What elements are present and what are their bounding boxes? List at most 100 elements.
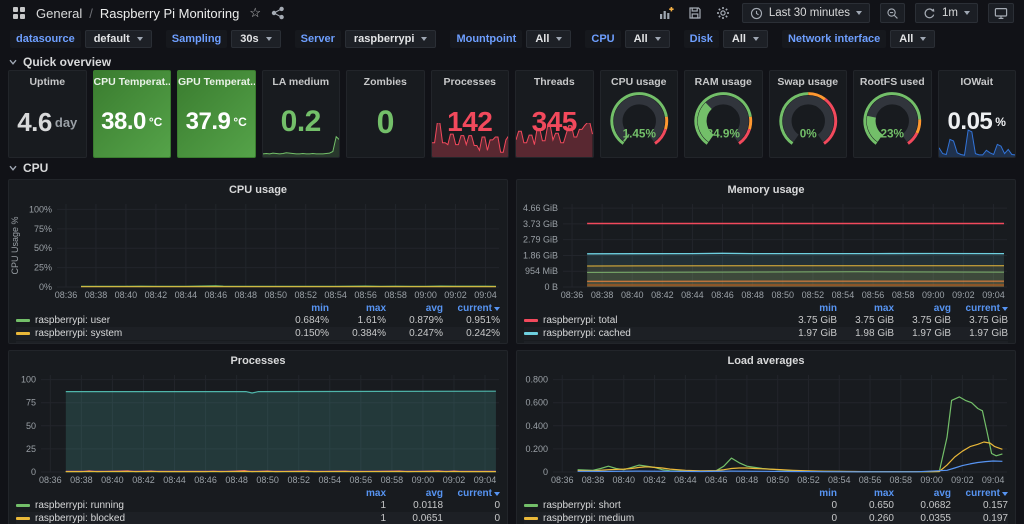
stat-panel-iowait[interactable]: IOWait0.05%	[938, 70, 1017, 158]
svg-text:08:52: 08:52	[287, 475, 310, 485]
stat-body: 34.9%	[685, 87, 762, 157]
legend-col-current[interactable]: current	[951, 303, 1008, 314]
breadcrumb-title[interactable]: Raspberry Pi Monitoring	[100, 6, 239, 21]
panel-title[interactable]: CPU usage	[9, 180, 507, 198]
top-nav: General / Raspberry Pi Monitoring ☆ Last…	[0, 0, 1024, 26]
row-header-cpu[interactable]: CPU	[0, 158, 1024, 176]
legend-series-label[interactable]: raspberrypi: cached	[524, 328, 780, 339]
legend-col-current[interactable]: current	[443, 488, 500, 499]
dashboard-settings-gear-icon[interactable]	[714, 4, 732, 22]
stat-panel-swap-usage[interactable]: Swap usage0%	[769, 70, 848, 158]
legend-value: 1	[329, 500, 386, 511]
variable-value-server[interactable]: raspberrypi	[345, 30, 437, 48]
legend-col-avg[interactable]: avg	[894, 303, 951, 314]
cycle-view-mode-button[interactable]	[988, 3, 1014, 23]
variable-cpu: CPU All	[585, 30, 669, 48]
legend-value: 0.247%	[386, 328, 443, 339]
legend-col-min[interactable]: min	[272, 303, 329, 314]
stat-panel-uptime[interactable]: Uptime4.6day	[8, 70, 87, 158]
cpu-usage-legend: minmaxavgcurrentraspberrypi: user0.684%1…	[9, 302, 507, 344]
legend-col-current[interactable]: current	[951, 488, 1008, 499]
load-averages-legend: minmaxavgcurrentraspberrypi: short00.650…	[517, 487, 1015, 524]
stat-panel-cpu-temperat[interactable]: CPU Temperat...38.0°C	[93, 70, 172, 158]
share-icon[interactable]	[269, 4, 287, 22]
svg-text:08:48: 08:48	[235, 290, 258, 300]
star-favorite-icon[interactable]: ☆	[249, 5, 261, 21]
legend-col-avg[interactable]: avg	[386, 488, 443, 499]
stat-title: Zombies	[347, 71, 424, 88]
row-header-quick-overview[interactable]: Quick overview	[0, 52, 1024, 70]
variable-value-disk[interactable]: All	[723, 30, 768, 48]
svg-text:08:42: 08:42	[132, 475, 155, 485]
legend-series-label[interactable]: raspberrypi: short	[524, 500, 780, 511]
svg-text:09:02: 09:02	[951, 475, 974, 485]
legend-series-label[interactable]: raspberrypi: medium	[524, 513, 780, 524]
legend-value: 0.242%	[443, 328, 500, 339]
legend-col-current[interactable]: current	[443, 303, 500, 314]
charts-row-bottom: Processes 08:3608:3808:4008:4208:4408:46…	[0, 350, 1024, 524]
panel-title[interactable]: Load averages	[517, 351, 1015, 369]
load-averages-plot[interactable]: 08:3608:3808:4008:4208:4408:4608:4808:50…	[517, 369, 1015, 487]
svg-text:0: 0	[543, 467, 548, 477]
legend-col-max[interactable]: max	[329, 303, 386, 314]
variable-value-network-interface[interactable]: All	[890, 30, 935, 48]
svg-text:2.79 GiB: 2.79 GiB	[523, 235, 558, 245]
time-range-picker[interactable]: Last 30 minutes	[742, 3, 870, 23]
variable-server: Serverraspberrypi	[295, 30, 437, 48]
stat-panel-la-medium[interactable]: LA medium0.2	[262, 70, 341, 158]
svg-text:09:02: 09:02	[952, 290, 975, 300]
legend-row-raspberrypi-running: raspberrypi: running10.01180	[16, 499, 500, 512]
svg-text:08:56: 08:56	[859, 475, 882, 485]
variable-label-cpu: CPU	[585, 30, 620, 48]
svg-text:08:38: 08:38	[70, 475, 93, 485]
add-panel-icon[interactable]	[658, 4, 676, 22]
sort-caret-icon	[494, 307, 500, 311]
panel-title[interactable]: Memory usage	[517, 180, 1015, 198]
variable-value-sampling[interactable]: 30s	[231, 30, 280, 48]
stat-panel-ram-usage[interactable]: RAM usage34.9%	[684, 70, 763, 158]
svg-text:0.600: 0.600	[525, 398, 548, 408]
legend-value: 0.0651	[386, 513, 443, 524]
legend-series-label[interactable]: raspberrypi: total	[524, 315, 780, 326]
stat-panel-rootfs-used[interactable]: RootFS used23%	[853, 70, 932, 158]
legend-series-label[interactable]: raspberrypi: system	[16, 328, 272, 339]
cpu-usage-plot[interactable]: 08:3608:3808:4008:4208:4408:4608:4808:50…	[9, 198, 507, 302]
svg-text:08:58: 08:58	[384, 290, 407, 300]
svg-text:08:54: 08:54	[319, 475, 342, 485]
variable-label-network-interface: Network interface	[782, 30, 886, 48]
svg-text:4.66 GiB: 4.66 GiB	[523, 203, 558, 213]
breadcrumb-section[interactable]: General	[36, 6, 82, 21]
chevron-down-icon	[266, 37, 272, 41]
save-dashboard-icon[interactable]	[686, 4, 704, 22]
svg-text:08:40: 08:40	[621, 290, 644, 300]
legend-col-avg[interactable]: avg	[894, 488, 951, 499]
stat-panel-processes[interactable]: Processes142	[431, 70, 510, 158]
legend-col-avg[interactable]: avg	[386, 303, 443, 314]
variable-value-cpu[interactable]: All	[625, 30, 670, 48]
legend-col-max[interactable]: max	[837, 303, 894, 314]
chevron-down-icon	[137, 37, 143, 41]
stat-panel-cpu-usage[interactable]: CPU usage1.45%	[600, 70, 679, 158]
memory-usage-plot[interactable]: 08:3608:3808:4008:4208:4408:4608:4808:50…	[517, 198, 1015, 302]
variable-datasource: datasourcedefault	[10, 30, 152, 48]
dashboards-grid-icon[interactable]	[10, 4, 28, 22]
row-title: Quick overview	[23, 55, 111, 69]
legend-series-label[interactable]: raspberrypi: blocked	[16, 513, 329, 524]
legend-series-label[interactable]: raspberrypi: running	[16, 500, 329, 511]
svg-text:08:38: 08:38	[591, 290, 614, 300]
panel-title[interactable]: Processes	[9, 351, 507, 369]
legend-col-min[interactable]: min	[780, 303, 837, 314]
legend-series-label[interactable]: raspberrypi: user	[16, 315, 272, 326]
refresh-picker[interactable]: 1m	[915, 3, 978, 23]
zoom-out-time-button[interactable]	[880, 3, 905, 23]
processes-plot[interactable]: 08:3608:3808:4008:4208:4408:4608:4808:50…	[9, 369, 507, 487]
legend-col-max[interactable]: max	[837, 488, 894, 499]
variable-value-mountpoint[interactable]: All	[526, 30, 571, 48]
stat-panel-threads[interactable]: Threads345	[515, 70, 594, 158]
legend-col-min[interactable]: min	[780, 488, 837, 499]
stat-panel-gpu-temperat[interactable]: GPU Temperat...37.9°C	[177, 70, 256, 158]
legend-value: 0.951%	[443, 315, 500, 326]
stat-panel-zombies[interactable]: Zombies0	[346, 70, 425, 158]
legend-col-max[interactable]: max	[329, 488, 386, 499]
variable-value-datasource[interactable]: default	[85, 30, 152, 48]
